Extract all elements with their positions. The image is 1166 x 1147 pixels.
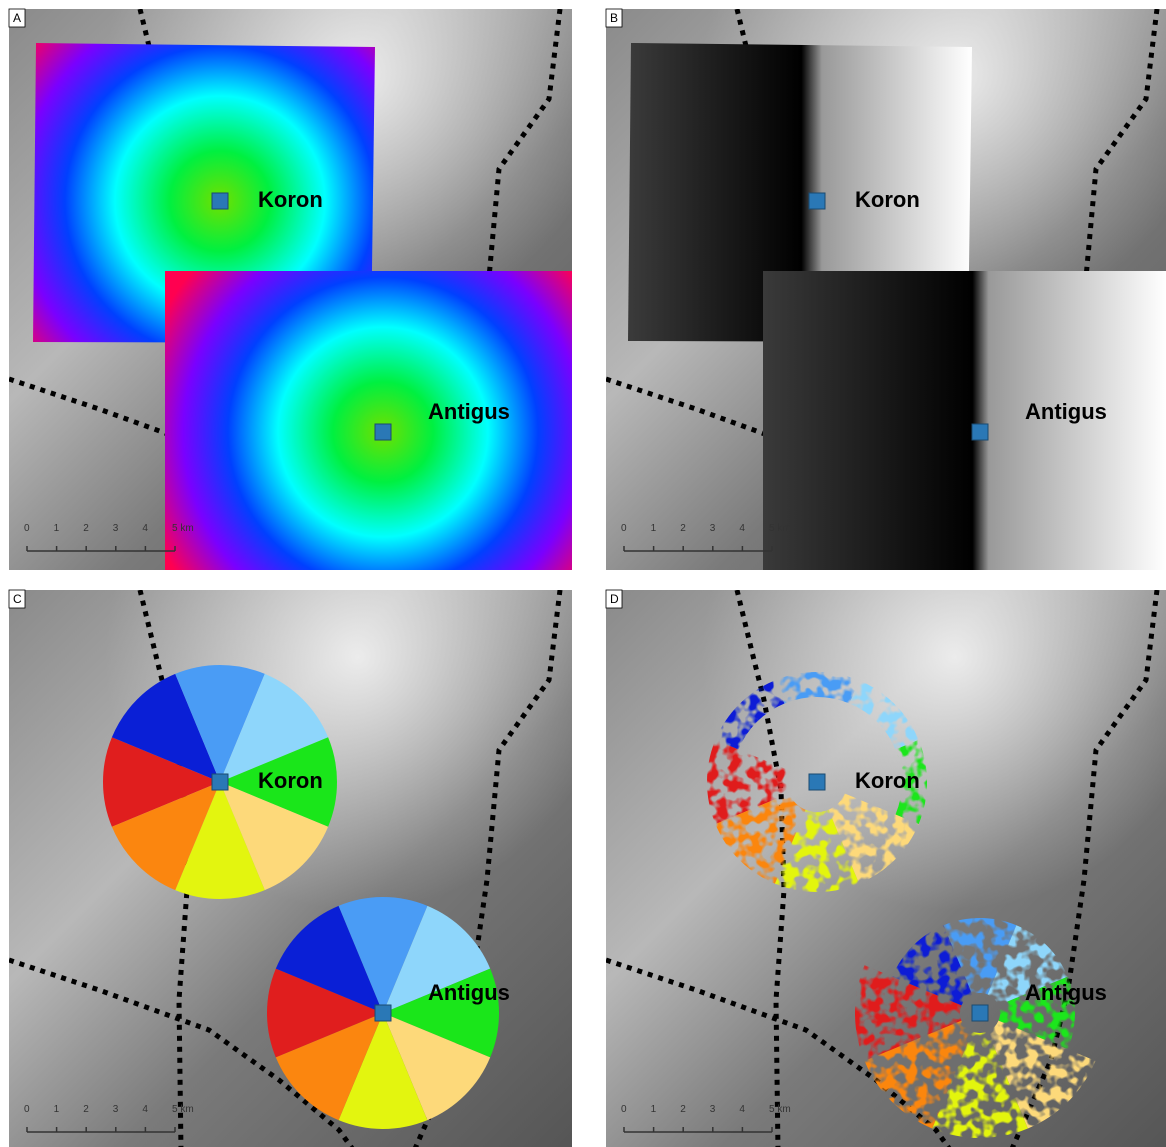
scale-label: 5 km — [769, 523, 791, 534]
site-label: Antigus — [1025, 980, 1107, 1005]
scale-label: 1 — [651, 523, 657, 534]
scale-label: 3 — [710, 1104, 716, 1115]
site-marker — [972, 1005, 988, 1021]
site-marker — [809, 193, 825, 209]
site-marker — [375, 1005, 391, 1021]
scale-label: 4 — [142, 523, 148, 534]
scale-label: 1 — [54, 523, 60, 534]
scale-label: 0 — [24, 1104, 30, 1115]
site-marker — [809, 774, 825, 790]
scale-label: 3 — [710, 523, 716, 534]
scale-label: 3 — [113, 1104, 119, 1115]
scale-label: 1 — [651, 1104, 657, 1115]
scale-label: 4 — [739, 523, 745, 534]
site-marker — [212, 193, 228, 209]
panel-content: Koron Antigus 0 1 2 3 4 5 km — [9, 9, 575, 571]
scale-label: 0 — [24, 523, 30, 534]
scale-label: 5 km — [769, 1104, 791, 1115]
panel-letter: D — [610, 592, 619, 606]
panel-content: Koron Antigus 0 1 2 3 4 5 km — [9, 590, 572, 1147]
scale-label: 2 — [83, 1104, 89, 1115]
scale-label: 0 — [621, 1104, 627, 1115]
site-label: Koron — [855, 187, 920, 212]
panel-content: Koron Antigus 0 1 2 3 4 5 km — [606, 9, 1166, 571]
scale-label: 5 km — [172, 523, 194, 534]
site-marker — [972, 424, 988, 440]
scale-label: 2 — [680, 523, 686, 534]
site-label: Antigus — [1025, 399, 1107, 424]
site-label: Koron — [855, 768, 920, 793]
site-marker — [375, 424, 391, 440]
scale-label: 4 — [739, 1104, 745, 1115]
figure: Koron Antigus 0 1 2 3 4 5 km A Koron Antigus 0 1 2 3 4 5… — [0, 0, 1166, 1147]
panel-letter: B — [610, 11, 618, 25]
map-panel: Koron Antigus 0 1 2 3 4 5 km A — [9, 9, 575, 571]
site-label: Koron — [258, 187, 323, 212]
scale-label: 5 km — [172, 1104, 194, 1115]
map-panel: Koron Antigus 0 1 2 3 4 5 km D — [606, 590, 1166, 1147]
site-label: Antigus — [428, 399, 510, 424]
map-panel: Koron Antigus 0 1 2 3 4 5 km B — [606, 9, 1166, 571]
map-panel: Koron Antigus 0 1 2 3 4 5 km C — [9, 590, 572, 1147]
panel-letter: A — [13, 11, 21, 25]
site-label: Antigus — [428, 980, 510, 1005]
scale-label: 2 — [680, 1104, 686, 1115]
site-label: Koron — [258, 768, 323, 793]
scale-label: 0 — [621, 523, 627, 534]
panel-letter: C — [13, 592, 22, 606]
panel-content: Koron Antigus 0 1 2 3 4 5 km — [606, 590, 1166, 1147]
scale-label: 1 — [54, 1104, 60, 1115]
site-marker — [212, 774, 228, 790]
scale-label: 3 — [113, 523, 119, 534]
scale-label: 4 — [142, 1104, 148, 1115]
scale-label: 2 — [83, 523, 89, 534]
